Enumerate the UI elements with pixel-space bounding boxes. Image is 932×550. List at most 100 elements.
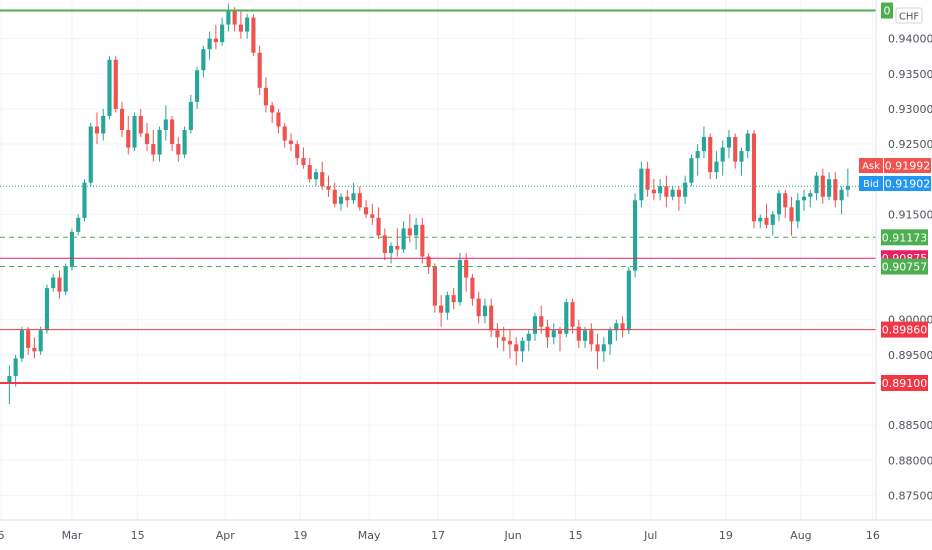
quote-tags: Ask 0.91992 Bid 0.91902 (859, 158, 931, 191)
level-label-bg-top (881, 2, 893, 19)
candle (576, 319, 581, 348)
candle-body (195, 70, 200, 102)
bid-value-bg (884, 176, 931, 191)
price-levels[interactable] (0, 9, 880, 384)
candle (257, 45, 262, 95)
candle (764, 203, 769, 229)
candle-body (432, 267, 437, 306)
candle (645, 161, 650, 197)
candle-body (51, 277, 56, 289)
candle-body (332, 189, 337, 204)
candle (589, 323, 594, 352)
candle-body (370, 214, 375, 218)
currency-label: CHF (899, 12, 920, 23)
candle-body (476, 298, 481, 317)
candle (101, 108, 106, 141)
candle-body (326, 186, 331, 190)
candle-body (389, 245, 394, 253)
time-axis-panel[interactable] (0, 520, 876, 550)
candle (138, 108, 143, 138)
currency-badge-bg (895, 7, 923, 24)
candle-body (345, 196, 350, 201)
candle-body (313, 172, 319, 180)
candle-body (726, 137, 732, 148)
candle-body (664, 186, 669, 197)
candle (776, 189, 782, 222)
candle-body (582, 330, 588, 341)
candle-body (770, 214, 775, 225)
candle (745, 130, 750, 159)
candle-body (126, 130, 131, 148)
candle (714, 151, 719, 180)
candle-body (695, 151, 700, 159)
candle (282, 122, 287, 148)
candle-series[interactable] (7, 3, 850, 405)
candle (357, 186, 362, 211)
candle (263, 77, 268, 113)
candle-body (320, 172, 325, 187)
candle-body (545, 326, 550, 338)
candle (708, 133, 713, 180)
candle-body (557, 330, 563, 334)
candle (119, 101, 125, 138)
candle (733, 133, 738, 169)
candle (326, 175, 331, 197)
candle-body (470, 277, 475, 299)
candle-body (282, 126, 287, 141)
candle (639, 161, 644, 208)
candle (226, 3, 231, 32)
candle-body (263, 87, 268, 106)
candle-body (38, 330, 43, 352)
candle (739, 147, 744, 176)
candle-body (808, 193, 813, 197)
candle-body (833, 179, 838, 201)
candle-body (708, 137, 713, 173)
candle (789, 196, 794, 236)
level-label-g1: 0.91173 (882, 231, 928, 244)
candle (570, 298, 575, 334)
candle-body (295, 144, 300, 159)
candle-body (213, 38, 218, 43)
candle (82, 179, 87, 222)
candle (770, 210, 775, 236)
candle-body (495, 330, 500, 338)
y-tick-label: 0.94000 (888, 33, 932, 46)
candle-body (783, 193, 788, 208)
ask-label: Ask (862, 161, 880, 172)
candle-body (276, 112, 281, 127)
candle (808, 189, 813, 208)
candle (758, 214, 763, 229)
candle (451, 288, 456, 310)
candle-body (163, 119, 168, 130)
candle-body (201, 49, 206, 71)
candle-body (457, 260, 462, 303)
candle (395, 228, 400, 257)
candle (526, 330, 531, 352)
candle-body (338, 196, 344, 204)
candle-body (13, 358, 18, 376)
candle-body (601, 344, 606, 352)
candle (307, 158, 312, 183)
candle-body (789, 207, 794, 222)
candle (501, 326, 506, 352)
candle (420, 217, 425, 264)
candle-body (514, 344, 519, 352)
candle (238, 10, 243, 39)
candle-body (188, 101, 193, 130)
candle (439, 295, 444, 327)
candle (827, 172, 832, 201)
x-tick-label: Jul (643, 529, 657, 542)
candle (414, 217, 419, 250)
candle (401, 221, 406, 253)
candle (19, 326, 24, 362)
candle-body (220, 24, 225, 43)
candle-body (651, 189, 656, 194)
candle (389, 242, 394, 264)
candle-body (76, 217, 81, 232)
ask-value: 0.91992 (885, 160, 931, 173)
candle (407, 214, 412, 243)
bid-label: Bid (863, 179, 879, 190)
candle-body (764, 217, 769, 225)
